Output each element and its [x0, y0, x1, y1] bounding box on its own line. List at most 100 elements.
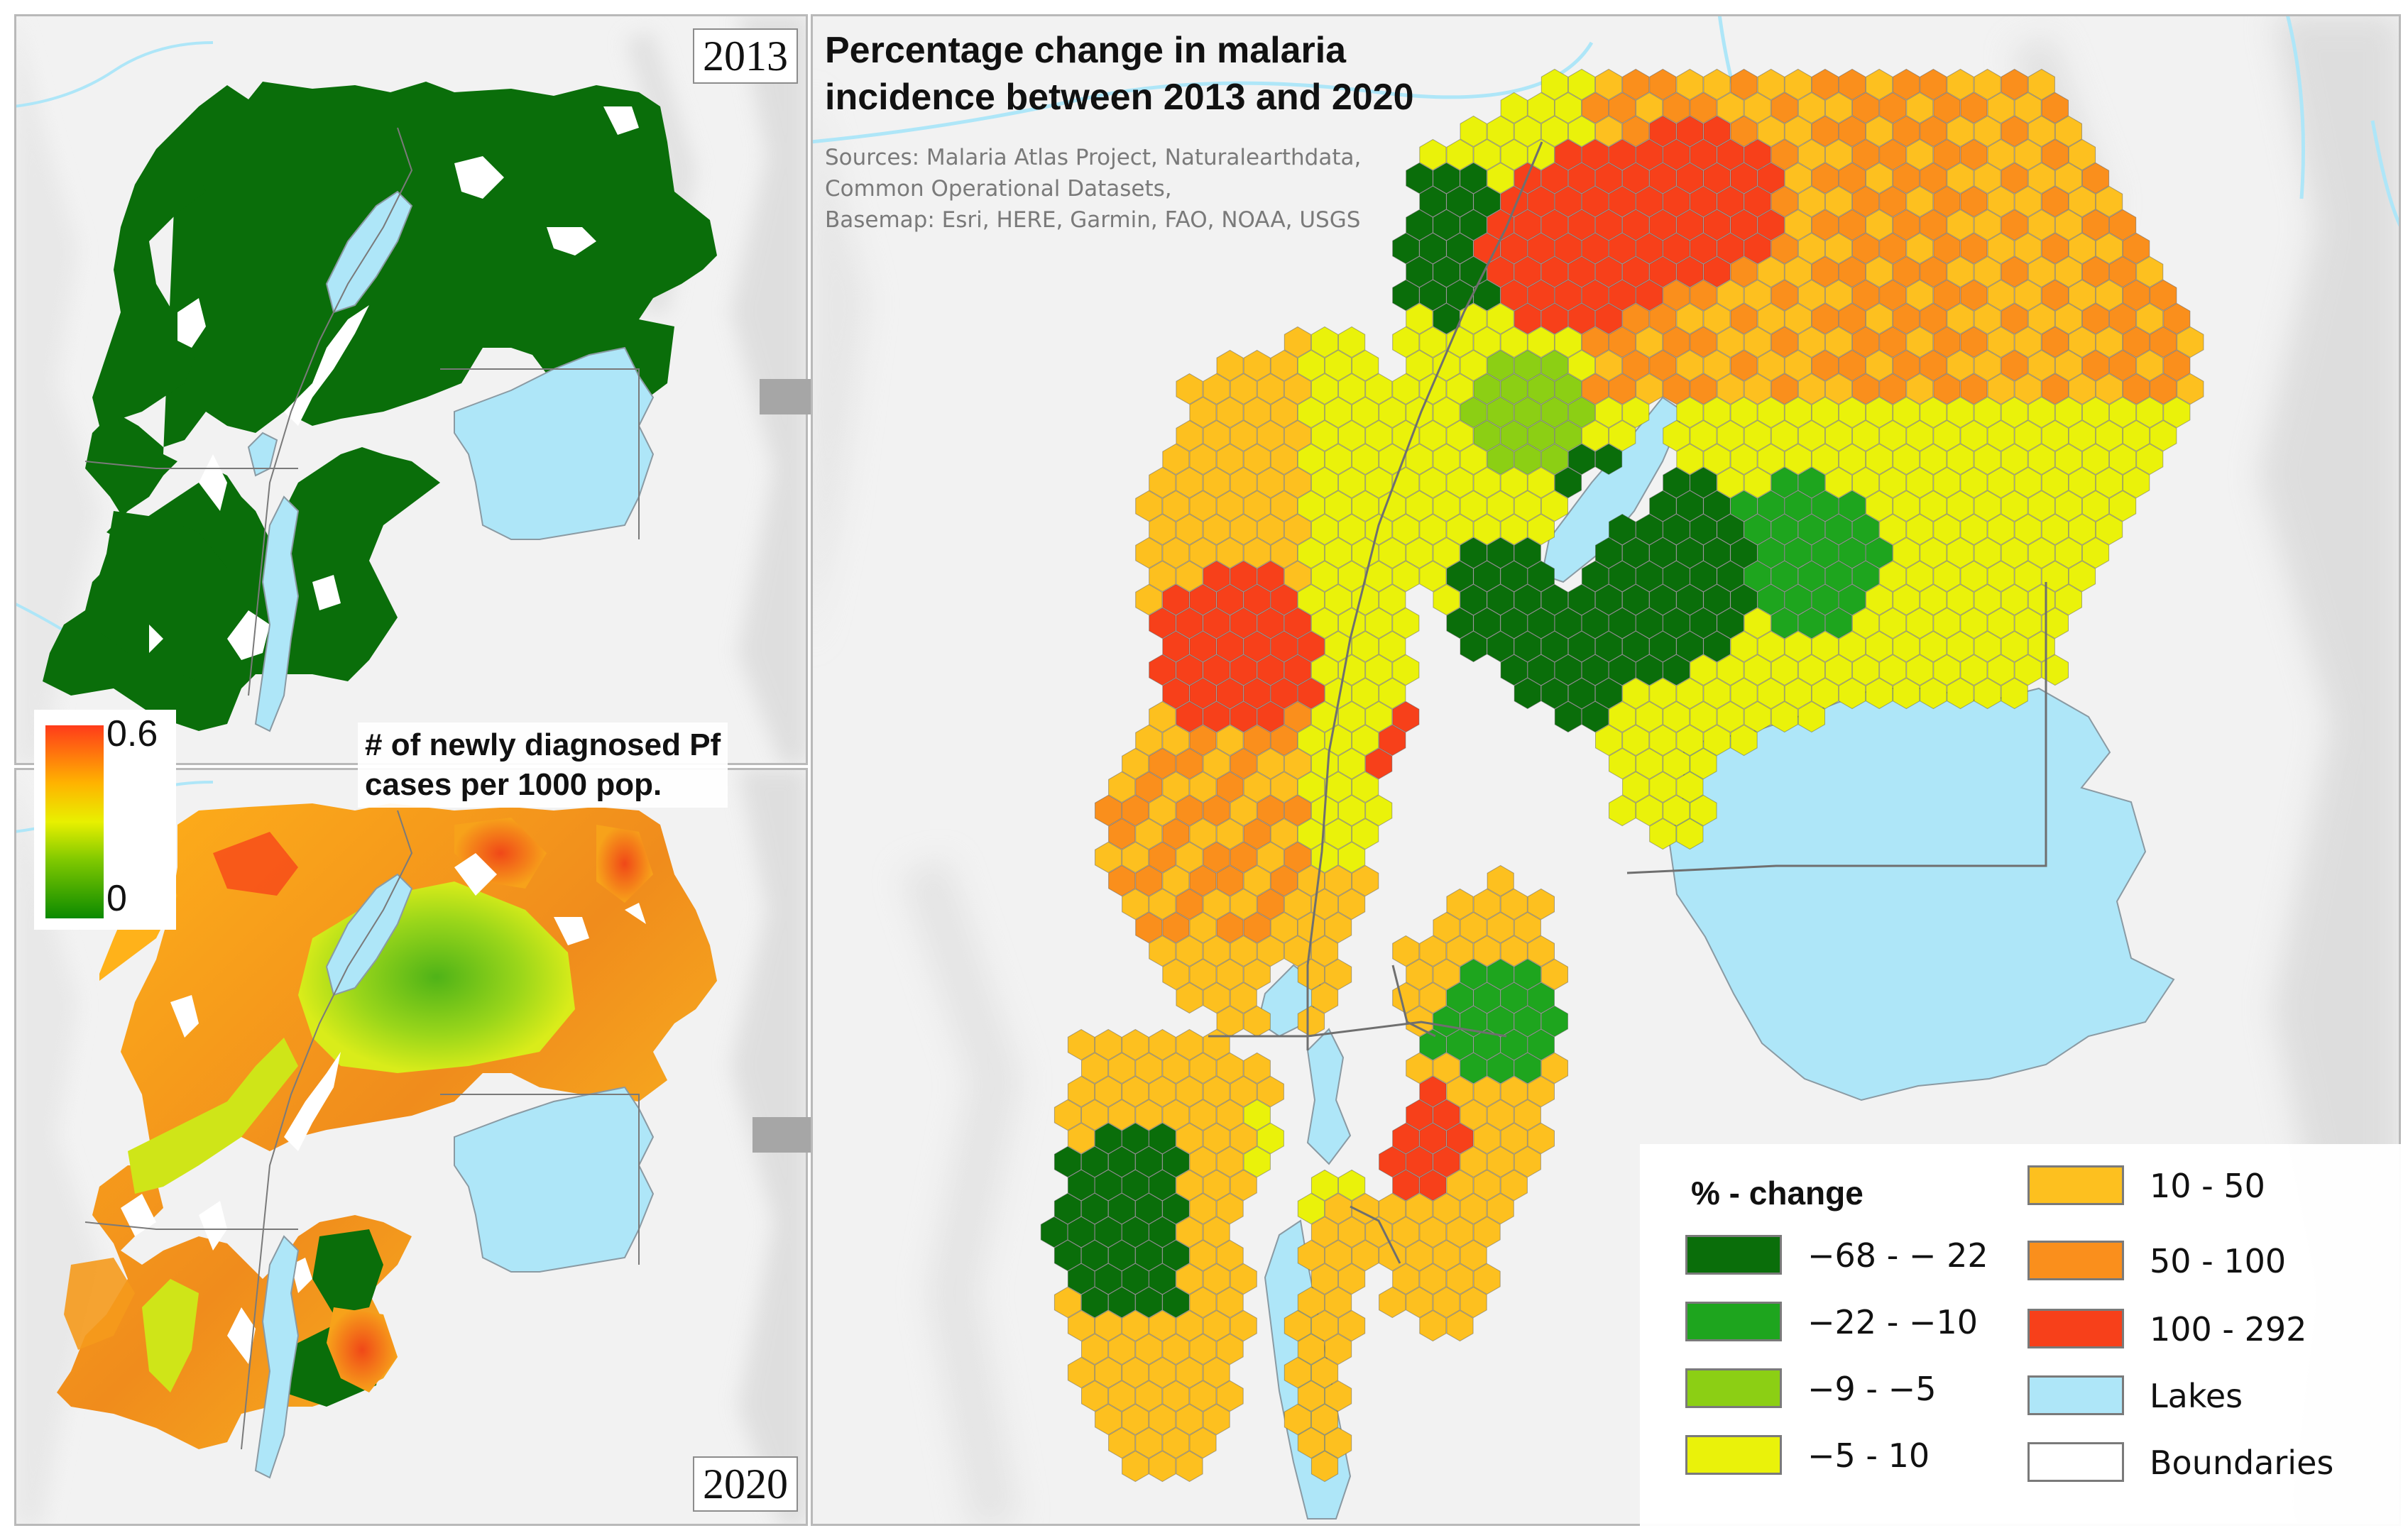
hex-cell	[1920, 302, 1947, 335]
hex-cell	[1609, 279, 1636, 312]
hex-cell	[1162, 1192, 1190, 1225]
hex-cell	[1797, 279, 1825, 312]
hex-cell	[1419, 560, 1447, 593]
hex-cell	[1460, 537, 1487, 569]
hex-cell	[2014, 92, 2042, 124]
hex-cell	[2041, 513, 2069, 546]
main-panel-frame	[811, 14, 2401, 1526]
hex-cell	[1352, 490, 1379, 522]
hex-cell	[2068, 513, 2096, 546]
hex-cell	[1203, 700, 1230, 733]
hex-cell	[1676, 677, 1704, 710]
hex-cell	[1824, 279, 1853, 312]
hex-cell	[1581, 419, 1609, 452]
hex-cell	[1987, 513, 2015, 546]
hex-cell	[1487, 349, 1514, 382]
nodata-patches	[121, 853, 646, 1364]
hex-cell	[1797, 326, 1825, 358]
hex-cell	[1324, 1192, 1352, 1225]
hex-cell	[1176, 1169, 1203, 1202]
hex-cell	[1879, 232, 1907, 265]
hex-cell	[1324, 677, 1352, 710]
hex-cell	[1676, 537, 1704, 569]
hex-cell	[1297, 583, 1325, 616]
hex-cell	[1419, 185, 1447, 218]
hex-cell	[1392, 232, 1420, 265]
hex-cell	[1824, 513, 1853, 546]
hex-cell	[1310, 935, 1339, 967]
hex-cell	[1473, 138, 1501, 171]
hex-cell	[1649, 162, 1677, 194]
hex-cell	[1284, 700, 1311, 733]
hex-cell	[1392, 1263, 1420, 1295]
hex-cell	[1243, 537, 1271, 569]
lakes	[254, 873, 655, 1479]
hex-cell	[1784, 537, 1812, 569]
hex-cell	[1446, 1122, 1474, 1155]
hex-cell	[1757, 68, 1785, 101]
hex-cell	[1433, 1099, 1460, 1131]
hex-cell	[1663, 747, 1690, 780]
hex-cell	[2095, 279, 2123, 312]
hex-cell	[1811, 302, 1839, 335]
hex-cell	[1676, 349, 1704, 382]
hex-cell	[1649, 349, 1677, 382]
hex-cell	[2001, 630, 2028, 663]
hex-cell	[1203, 747, 1230, 780]
hex-cell	[1108, 1380, 1136, 1412]
hex-cell	[1216, 1005, 1244, 1038]
hex-cell	[1473, 982, 1501, 1014]
hex-cell	[1771, 607, 1798, 639]
hex-cell	[1676, 256, 1704, 288]
hex-cell	[1176, 654, 1203, 686]
hex-cell	[1310, 1403, 1339, 1436]
hex-cell	[2054, 537, 2082, 569]
hex-cell	[1649, 537, 1677, 569]
hex-cell	[2136, 443, 2164, 476]
hex-cell	[1189, 724, 1217, 757]
hex-cell	[2136, 396, 2164, 429]
hex-cell	[1216, 349, 1244, 382]
main-map-title-line1: Percentage change in malaria	[825, 30, 1347, 71]
hex-cell	[1649, 115, 1677, 148]
hex-cell	[1879, 92, 1907, 124]
hex-cell	[1446, 607, 1474, 639]
hex-cell	[1933, 513, 1961, 546]
hex-cell	[1135, 537, 1163, 569]
hex-cell	[1540, 115, 1568, 148]
hex-cell	[1933, 138, 1961, 171]
hex-cell	[1473, 888, 1501, 921]
hex-cell	[1460, 583, 1487, 616]
hex-cell	[1095, 1075, 1122, 1108]
hex-cell	[1920, 349, 1947, 382]
hex-cell	[1189, 1052, 1217, 1084]
hex-cell	[1974, 162, 2001, 194]
hex-cell	[1717, 654, 1744, 686]
hex-cell	[1176, 1309, 1203, 1342]
hex-cell	[1203, 1263, 1230, 1295]
hex-cell	[1230, 560, 1257, 593]
hex-cell	[1906, 560, 1934, 593]
hex-cell	[1893, 302, 1920, 335]
hex-cell	[1135, 1427, 1163, 1459]
hex-cell	[1933, 419, 1961, 452]
hex-cell	[1203, 1122, 1230, 1155]
hex-cell	[1122, 841, 1149, 874]
hex-cell	[1203, 841, 1230, 874]
hex-cell	[1527, 373, 1555, 405]
hex-cell	[2123, 326, 2150, 358]
map-panel-2013[interactable]	[14, 14, 808, 765]
hex-cell	[1500, 466, 1528, 499]
hex-cell	[1122, 1450, 1149, 1483]
hex-cell	[1406, 958, 1433, 991]
hex-cell	[1095, 794, 1122, 827]
hex-cell	[1216, 1145, 1244, 1178]
hex-cell	[1379, 537, 1406, 569]
hex-cell	[1514, 1005, 1541, 1038]
hex-cell	[2041, 92, 2069, 124]
hex-cell	[1162, 911, 1190, 944]
hex-cell	[1744, 654, 1771, 686]
hex-cell	[1567, 677, 1596, 710]
hex-cell	[1122, 1169, 1149, 1202]
hex-cell	[2014, 185, 2042, 218]
